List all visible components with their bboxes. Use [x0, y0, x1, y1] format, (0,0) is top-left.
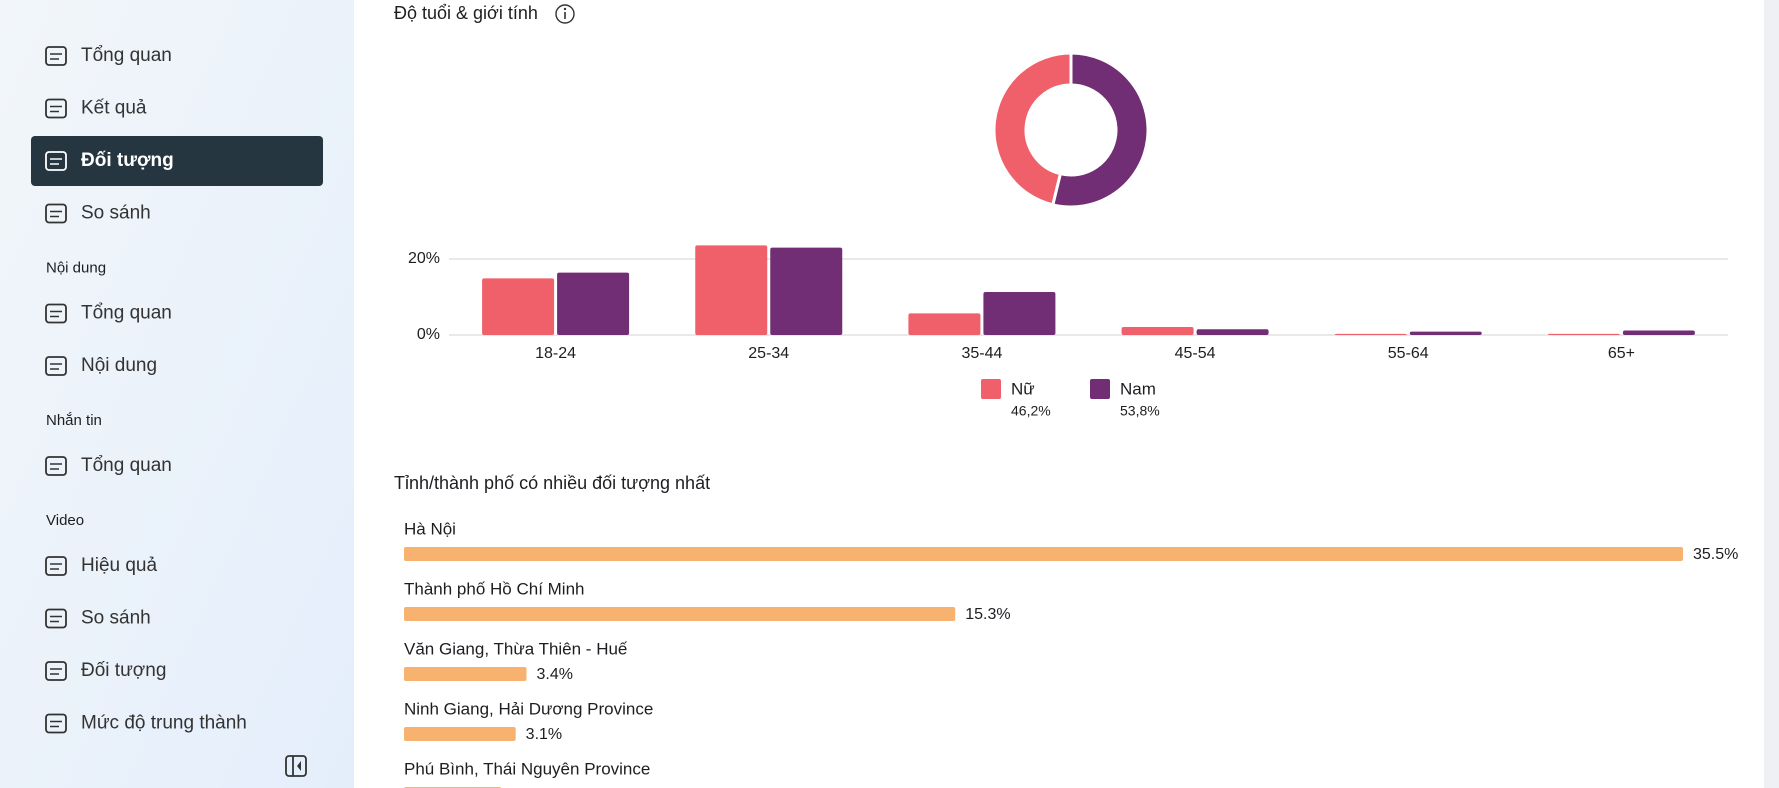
- x-tick-label: 55-64: [1388, 345, 1429, 362]
- nav-icon: [45, 303, 67, 324]
- y-tick-label: 0%: [417, 326, 440, 343]
- x-tick-label: 45-54: [1175, 345, 1216, 362]
- nav-item[interactable]: So sánh: [81, 608, 151, 629]
- donut-slice: [992, 51, 1073, 207]
- bar: [557, 272, 630, 335]
- bar: [1334, 333, 1407, 335]
- nav-icon: [45, 556, 67, 576]
- donut-slice: [1050, 51, 1150, 209]
- main-bg: [354, 0, 1764, 788]
- value-label: 3.4%: [536, 666, 572, 683]
- bar: [770, 247, 843, 335]
- legend-swatch: [1090, 379, 1110, 399]
- category-label: Ninh Giang, Hải Dương Province: [404, 699, 653, 718]
- nav-item[interactable]: Mức độ trung thành: [81, 713, 247, 734]
- nav-icon: [45, 46, 67, 66]
- category-label: Văn Giang, Thừa Thiên - Huế: [404, 639, 628, 658]
- nav-active-bg: [31, 136, 323, 186]
- nav-item[interactable]: Tổng quan: [81, 45, 172, 66]
- nav-item[interactable]: Hiệu quả: [81, 555, 157, 576]
- bar: [404, 667, 527, 681]
- collapse-icon[interactable]: [285, 755, 307, 777]
- bar: [404, 607, 956, 621]
- sidebar-bg: [0, 0, 354, 788]
- x-tick-label: 25-34: [748, 345, 789, 362]
- bar: [1196, 329, 1269, 335]
- bar: [1409, 331, 1482, 335]
- nav-item[interactable]: Đối tượng: [81, 150, 174, 171]
- bar: [404, 547, 1683, 561]
- y-tick-label: 20%: [408, 250, 440, 267]
- nav-icon: [45, 98, 67, 119]
- nav-item[interactable]: Tổng quan: [81, 455, 172, 476]
- bar: [1121, 327, 1194, 335]
- nav-item[interactable]: Tổng quan: [81, 303, 172, 324]
- bar: [482, 278, 555, 335]
- nav-item[interactable]: So sánh: [81, 203, 151, 224]
- bar: [983, 292, 1056, 335]
- nav-section-heading: Video: [46, 512, 84, 529]
- nav-icon: [45, 661, 67, 681]
- category-label: Thành phố Hồ Chí Minh: [404, 579, 585, 598]
- scroll-area: [1764, 0, 1779, 788]
- legend-swatch: [981, 379, 1001, 399]
- nav-item[interactable]: Nội dung: [81, 355, 157, 376]
- legend-label: Nam: [1120, 379, 1156, 398]
- legend-value: 46,2%: [1011, 403, 1051, 419]
- legend-value: 53,8%: [1120, 403, 1160, 419]
- x-tick-label: 35-44: [961, 345, 1002, 362]
- nav-icon: [45, 356, 67, 376]
- nav-icon: [45, 713, 67, 734]
- nav-item[interactable]: Đối tượng: [81, 660, 166, 681]
- nav-icon: [45, 608, 67, 629]
- chart-title: Tỉnh/thành phố có nhiều đối tượng nhất: [394, 473, 710, 493]
- nav-icon: [45, 151, 67, 171]
- x-tick-label: 18-24: [535, 345, 576, 362]
- bar: [404, 727, 516, 741]
- category-label: Hà Nội: [404, 519, 456, 538]
- nav-item[interactable]: Kết quả: [81, 98, 147, 119]
- nav-icon: [45, 456, 67, 476]
- nav-section-heading: Nhắn tin: [46, 412, 102, 429]
- chart-title: Độ tuổi & giới tính: [394, 3, 538, 23]
- value-label: 35.5%: [1693, 546, 1738, 563]
- nav-section-heading: Nội dung: [46, 259, 106, 276]
- bar: [1622, 330, 1695, 335]
- category-label: Phú Bình, Thái Nguyên Province: [404, 759, 650, 778]
- bar: [1547, 333, 1620, 335]
- info-icon[interactable]: [555, 4, 575, 24]
- value-label: 3.1%: [526, 726, 562, 743]
- bar: [908, 313, 981, 335]
- bar: [695, 245, 768, 335]
- legend-label: Nữ: [1011, 379, 1035, 398]
- x-tick-label: 65+: [1608, 345, 1635, 362]
- nav-icon: [45, 203, 67, 224]
- value-label: 15.3%: [965, 606, 1010, 623]
